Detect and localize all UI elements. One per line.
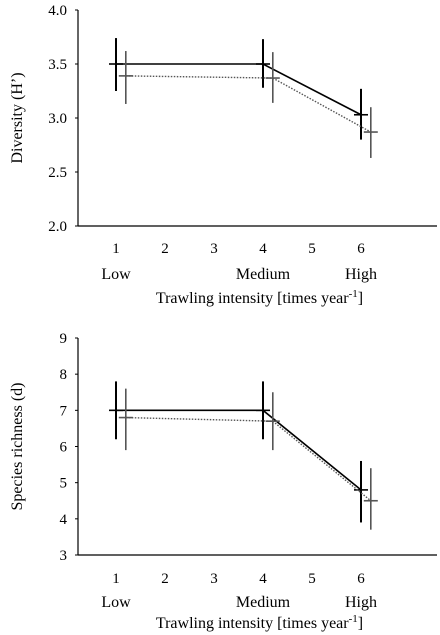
x-tick-label: 5 — [308, 571, 316, 587]
y-tick-label: 4.0 — [48, 3, 67, 19]
series-solid — [109, 381, 368, 523]
y-tick-label: 2.0 — [48, 219, 67, 235]
y-tick-label: 4 — [60, 512, 68, 528]
y-tick-label: 6 — [60, 440, 68, 456]
y-tick-label: 3.5 — [48, 57, 67, 73]
series-dotted — [118, 51, 378, 158]
x-tick-label: 4 — [259, 571, 267, 587]
series-solid — [109, 38, 368, 140]
x-category-label: High — [345, 594, 377, 611]
x-category-label: High — [345, 266, 377, 283]
x-tick-label: 6 — [357, 571, 365, 587]
y-axis-title: Species richness (d) — [9, 383, 26, 511]
x-category-label: Low — [101, 594, 131, 611]
x-tick-label: 2 — [161, 571, 169, 587]
x-category-label: Low — [101, 266, 131, 283]
x-tick-label: 1 — [112, 241, 120, 257]
x-tick-label: 5 — [308, 241, 316, 257]
y-axis-title: Diversity (H’) — [9, 72, 26, 163]
y-tick-label: 3.0 — [48, 111, 67, 127]
chart-1: 2.0 2.5 3.0 3.5 4.0 1 2 3 4 5 6 Low Medium High Trawli… — [9, 3, 437, 307]
y-tick-label: 5 — [60, 476, 68, 492]
series-line — [116, 409, 362, 491]
series-dotted — [118, 388, 378, 530]
x-axis-title: Trawling intensity [times year-1] — [156, 613, 363, 632]
x-category-label: Medium — [236, 266, 291, 283]
x-tick-label: 3 — [210, 571, 218, 587]
series-line — [125, 416, 372, 502]
x-tick-label: 4 — [259, 241, 267, 257]
y-tick-label: 2.5 — [48, 165, 67, 181]
x-tick-label: 6 — [357, 241, 365, 257]
y-tick-label: 8 — [60, 367, 68, 383]
x-tick-label: 2 — [161, 241, 169, 257]
x-tick-label: 1 — [112, 571, 120, 587]
chart-2: 3 4 5 6 7 8 9 1 2 3 4 5 6 Low Medium High Trawling inten… — [9, 331, 437, 632]
x-tick-label: 3 — [210, 241, 218, 257]
y-tick-label: 3 — [60, 548, 68, 564]
y-tick-label: 9 — [60, 331, 68, 347]
y-tick-label: 7 — [60, 403, 68, 419]
series-line — [116, 63, 362, 116]
series-line — [125, 75, 372, 133]
x-axis-title: Trawling intensity [times year-1] — [156, 288, 363, 307]
x-category-label: Medium — [236, 594, 291, 611]
